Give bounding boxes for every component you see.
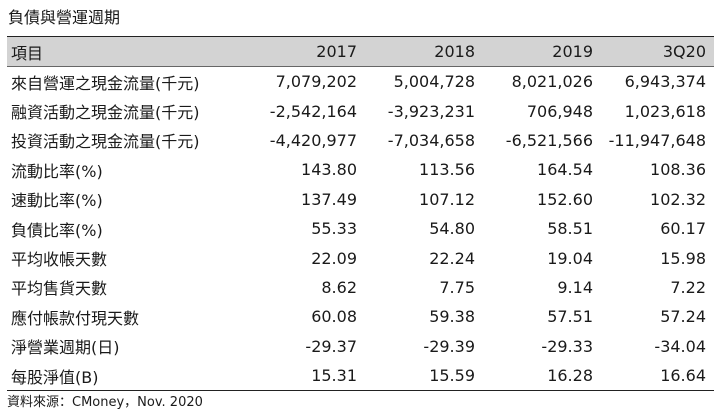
header-3q20: 3Q20 bbox=[662, 42, 706, 61]
row-value: 15.98 bbox=[660, 248, 706, 268]
row-value: -7,034,658 bbox=[387, 130, 475, 150]
row-value: -11,947,648 bbox=[608, 130, 706, 150]
table-row: 投資活動之現金流量(千元) -4,420,977 -7,034,658 -6,521,… bbox=[7, 126, 714, 155]
row-value: -4,420,977 bbox=[269, 130, 357, 150]
row-value: 164.54 bbox=[537, 160, 593, 180]
row-label: 融資活動之現金流量(千元) bbox=[11, 103, 200, 123]
row-label: 來自營運之現金流量(千元) bbox=[11, 73, 200, 93]
header-year-2017: 2017 bbox=[316, 42, 357, 61]
row-value: 16.64 bbox=[660, 366, 706, 386]
table-row: 融資活動之現金流量(千元) -2,542,164 -3,923,231 706,948… bbox=[7, 96, 714, 125]
row-value: 59.38 bbox=[429, 307, 475, 327]
row-value: 7,079,202 bbox=[275, 72, 357, 92]
row-label: 應付帳款付現天數 bbox=[11, 308, 140, 328]
row-value: 152.60 bbox=[537, 189, 593, 209]
row-label: 流動比率(%) bbox=[11, 161, 103, 181]
header-item: 項目 bbox=[11, 43, 44, 63]
table-row: 每股淨值(B) 15.31 15.59 16.28 16.64 bbox=[7, 361, 714, 390]
table-row: 流動比率(%) 143.80 113.56 164.54 108.36 bbox=[7, 155, 714, 184]
row-value: 1,023,618 bbox=[624, 101, 706, 121]
row-value: 7.22 bbox=[670, 277, 706, 297]
row-label: 速動比率(%) bbox=[11, 191, 103, 211]
row-value: -29.33 bbox=[541, 336, 593, 356]
row-value: 55.33 bbox=[311, 219, 357, 239]
row-value: 7.75 bbox=[439, 277, 475, 297]
row-value: 58.51 bbox=[547, 219, 593, 239]
header-year-2019: 2019 bbox=[552, 42, 593, 61]
table-row: 來自營運之現金流量(千元) 7,079,202 5,004,728 8,021,026… bbox=[7, 67, 714, 96]
row-value: 22.24 bbox=[429, 248, 475, 268]
financial-table: 項目 2017 2018 2019 3Q20 來自營運之現金流量(千元) 7,07… bbox=[7, 36, 714, 392]
header-year-2018: 2018 bbox=[434, 42, 475, 61]
table-row: 負債比率(%) 55.33 54.80 58.51 60.17 bbox=[7, 214, 714, 243]
row-value: 8.62 bbox=[321, 277, 357, 297]
table-row: 平均收帳天數 22.09 22.24 19.04 15.98 bbox=[7, 243, 714, 272]
table-row: 速動比率(%) 137.49 107.12 152.60 102.32 bbox=[7, 185, 714, 214]
row-value: 107.12 bbox=[419, 189, 475, 209]
table-row: 平均售貨天數 8.62 7.75 9.14 7.22 bbox=[7, 273, 714, 302]
source-note: 資料來源：CMoney，Nov. 2020 bbox=[7, 395, 203, 410]
table-row: 應付帳款付現天數 60.08 59.38 57.51 57.24 bbox=[7, 302, 714, 331]
row-label: 淨營業週期(日) bbox=[11, 338, 120, 358]
row-label: 投資活動之現金流量(千元) bbox=[11, 132, 200, 152]
row-value: 22.09 bbox=[311, 248, 357, 268]
row-value: 9.14 bbox=[557, 277, 593, 297]
row-value: 57.24 bbox=[660, 307, 706, 327]
row-value: 706,948 bbox=[526, 101, 593, 121]
row-value: 15.59 bbox=[429, 366, 475, 386]
row-value: 54.80 bbox=[429, 219, 475, 239]
row-value: -2,542,164 bbox=[269, 101, 357, 121]
row-value: -3,923,231 bbox=[387, 101, 475, 121]
row-value: -6,521,566 bbox=[505, 130, 593, 150]
row-label: 每股淨值(B) bbox=[11, 367, 99, 387]
row-label: 平均收帳天數 bbox=[11, 250, 108, 270]
row-value: 60.17 bbox=[660, 219, 706, 239]
row-value: 16.28 bbox=[547, 366, 593, 386]
table-body: 來自營運之現金流量(千元) 7,079,202 5,004,728 8,021,026… bbox=[7, 67, 714, 390]
row-label: 負債比率(%) bbox=[11, 220, 103, 240]
row-value: 60.08 bbox=[311, 307, 357, 327]
row-value: 15.31 bbox=[311, 366, 357, 386]
row-value: -34.04 bbox=[654, 336, 706, 356]
row-value: 8,021,026 bbox=[511, 72, 593, 92]
table-row: 淨營業週期(日) -29.37 -29.39 -29.33 -34.04 bbox=[7, 332, 714, 361]
row-value: 6,943,374 bbox=[624, 72, 706, 92]
row-value: 137.49 bbox=[301, 189, 357, 209]
page-title: 負債與營運週期 bbox=[8, 8, 121, 27]
row-value: 19.04 bbox=[547, 248, 593, 268]
row-value: 113.56 bbox=[419, 160, 475, 180]
row-label: 平均售貨天數 bbox=[11, 279, 108, 299]
table-header-row: 項目 2017 2018 2019 3Q20 bbox=[7, 37, 714, 67]
row-value: 57.51 bbox=[547, 307, 593, 327]
row-value: 5,004,728 bbox=[393, 72, 475, 92]
row-value: 143.80 bbox=[301, 160, 357, 180]
row-value: 108.36 bbox=[650, 160, 706, 180]
row-value: 102.32 bbox=[650, 189, 706, 209]
row-value: -29.39 bbox=[423, 336, 475, 356]
row-value: -29.37 bbox=[305, 336, 357, 356]
